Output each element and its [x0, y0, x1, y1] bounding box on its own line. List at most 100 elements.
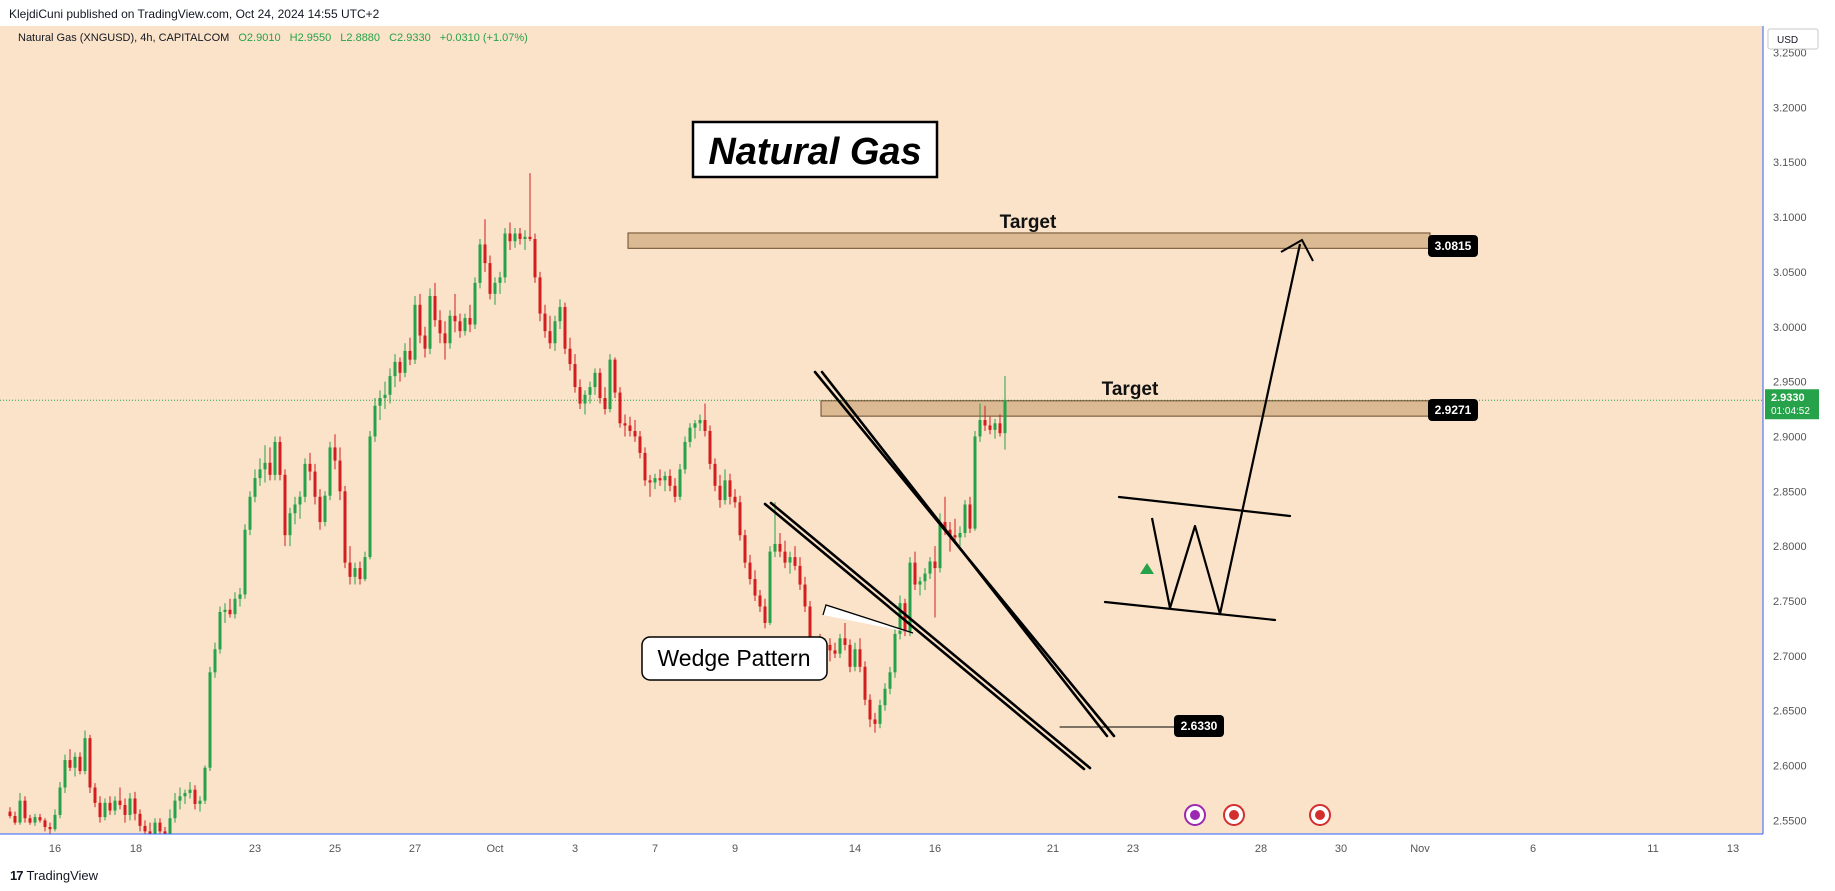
candle-body	[778, 543, 782, 552]
candle-body	[103, 802, 107, 818]
candle-body	[308, 463, 312, 472]
chart-area[interactable]: 3.0815 2.9271 2.6330 3.2500 3.2000 3.1500 3.1…	[0, 26, 1835, 861]
candle-body	[503, 233, 507, 278]
wedge-lower-line-2	[769, 501, 1092, 770]
candle-body	[788, 557, 792, 563]
legend-close: C2.9330	[389, 32, 431, 44]
candle-body	[133, 798, 137, 814]
candle-body	[138, 813, 142, 826]
candle-body	[318, 496, 322, 523]
price-tick: 3.1500	[1773, 157, 1807, 169]
price-tick: 2.6500	[1773, 706, 1807, 718]
price-label-box	[1428, 399, 1478, 421]
time-tick: 21	[1047, 843, 1059, 855]
candle-body	[698, 419, 702, 424]
candle-body	[878, 705, 882, 724]
candle-body	[23, 800, 27, 819]
candle-body	[963, 504, 967, 533]
candle-body	[278, 441, 282, 475]
candle-body	[528, 236, 532, 239]
candle-body	[348, 562, 352, 577]
candle-body	[378, 398, 382, 406]
candle-body	[148, 831, 152, 834]
time-axis[interactable]: 16 18 23 25 27 Oct 3 7 9 14 16 21 23 28 30 Nov 6 11 13	[0, 833, 1835, 861]
candle-body	[853, 649, 857, 667]
legend-low: L2.8880	[340, 32, 380, 44]
candle-body	[473, 282, 477, 325]
price-axis[interactable]: 3.2500 3.2000 3.1500 3.1000 3.0500 3.0000 2.95…	[1762, 26, 1835, 834]
chart-svg[interactable]: 3.0815 2.9271 2.6330 3.2500 3.2000 3.1500 3.1…	[0, 26, 1835, 861]
candle-body	[613, 359, 617, 393]
candle-body	[463, 317, 467, 332]
time-tick: 30	[1335, 843, 1347, 855]
candle-body	[868, 699, 872, 720]
candle-body	[263, 462, 267, 470]
publisher-line: KlejdiCuni published on TradingView.com,…	[9, 7, 380, 21]
time-tick: 14	[849, 843, 861, 855]
candle-body	[558, 307, 562, 322]
candle-body	[483, 244, 487, 264]
time-axis-bg	[0, 834, 1835, 861]
price-tick: 3.2000	[1773, 102, 1807, 114]
wedge-lower-line-1	[763, 502, 1086, 771]
lightning-icon	[1184, 804, 1206, 826]
candle-body	[668, 475, 672, 486]
candle-body	[903, 603, 907, 632]
candle-body	[488, 263, 492, 294]
time-tick: 28	[1255, 843, 1267, 855]
price-tick: 3.2500	[1773, 48, 1807, 60]
candle-body	[198, 800, 202, 804]
candle-body	[228, 609, 232, 615]
candle-body	[108, 802, 112, 811]
candle-body	[1003, 400, 1007, 434]
price-label-text: 2.9271	[1435, 403, 1472, 417]
candle-body	[118, 800, 122, 806]
time-tick: 18	[130, 843, 142, 855]
candle-body	[658, 478, 662, 481]
candle-body	[958, 532, 962, 538]
candle-body	[863, 666, 867, 700]
target-lower-label: Target	[1102, 379, 1159, 400]
time-tick: 16	[929, 843, 941, 855]
us-flag-icon	[1223, 804, 1245, 826]
candle-body	[98, 802, 102, 818]
candle-body	[538, 277, 542, 314]
us-flag-icon-dot	[1315, 810, 1325, 820]
candle-body	[143, 825, 147, 832]
candle-body	[293, 504, 297, 514]
wedge-callout-text: Wedge Pattern	[657, 645, 810, 671]
candle-body	[648, 480, 652, 483]
currency-button[interactable]: USD	[1767, 28, 1819, 50]
target-upper-label: Target	[1000, 212, 1057, 233]
candle-body	[328, 447, 332, 496]
time-tick: 13	[1727, 843, 1739, 855]
resistance-line	[1117, 495, 1292, 518]
candle-body	[48, 826, 52, 830]
price-tick: 3.0500	[1773, 267, 1807, 279]
candle-body	[628, 425, 632, 431]
publisher-bar: KlejdiCuni published on TradingView.com,…	[0, 0, 1835, 26]
candle-body	[183, 792, 187, 797]
price-tick: 2.7000	[1773, 651, 1807, 663]
candle-body	[993, 423, 997, 430]
candle-body	[123, 805, 127, 815]
candle-body	[593, 372, 597, 388]
candle-body	[213, 649, 217, 673]
price-tick: 3.0000	[1773, 322, 1807, 334]
candle-body	[743, 535, 747, 563]
price-label-text: 2.6330	[1181, 719, 1218, 733]
title-text: Natural Gas	[708, 131, 921, 173]
candle-body	[18, 800, 22, 823]
time-tick: 3	[572, 843, 578, 855]
tradingview-logo[interactable]: 17 TradingView	[10, 868, 98, 883]
time-tick: 23	[249, 843, 261, 855]
candle-body	[938, 522, 942, 569]
tradingview-logo-text: TradingView	[26, 868, 99, 883]
price-tick: 2.7500	[1773, 596, 1807, 608]
candle-body	[153, 822, 157, 834]
price-tick: 2.9000	[1773, 431, 1807, 443]
price-tick: 3.1000	[1773, 212, 1807, 224]
candle-body	[418, 304, 422, 336]
candle-body	[423, 335, 427, 349]
up-marker	[1140, 563, 1154, 574]
